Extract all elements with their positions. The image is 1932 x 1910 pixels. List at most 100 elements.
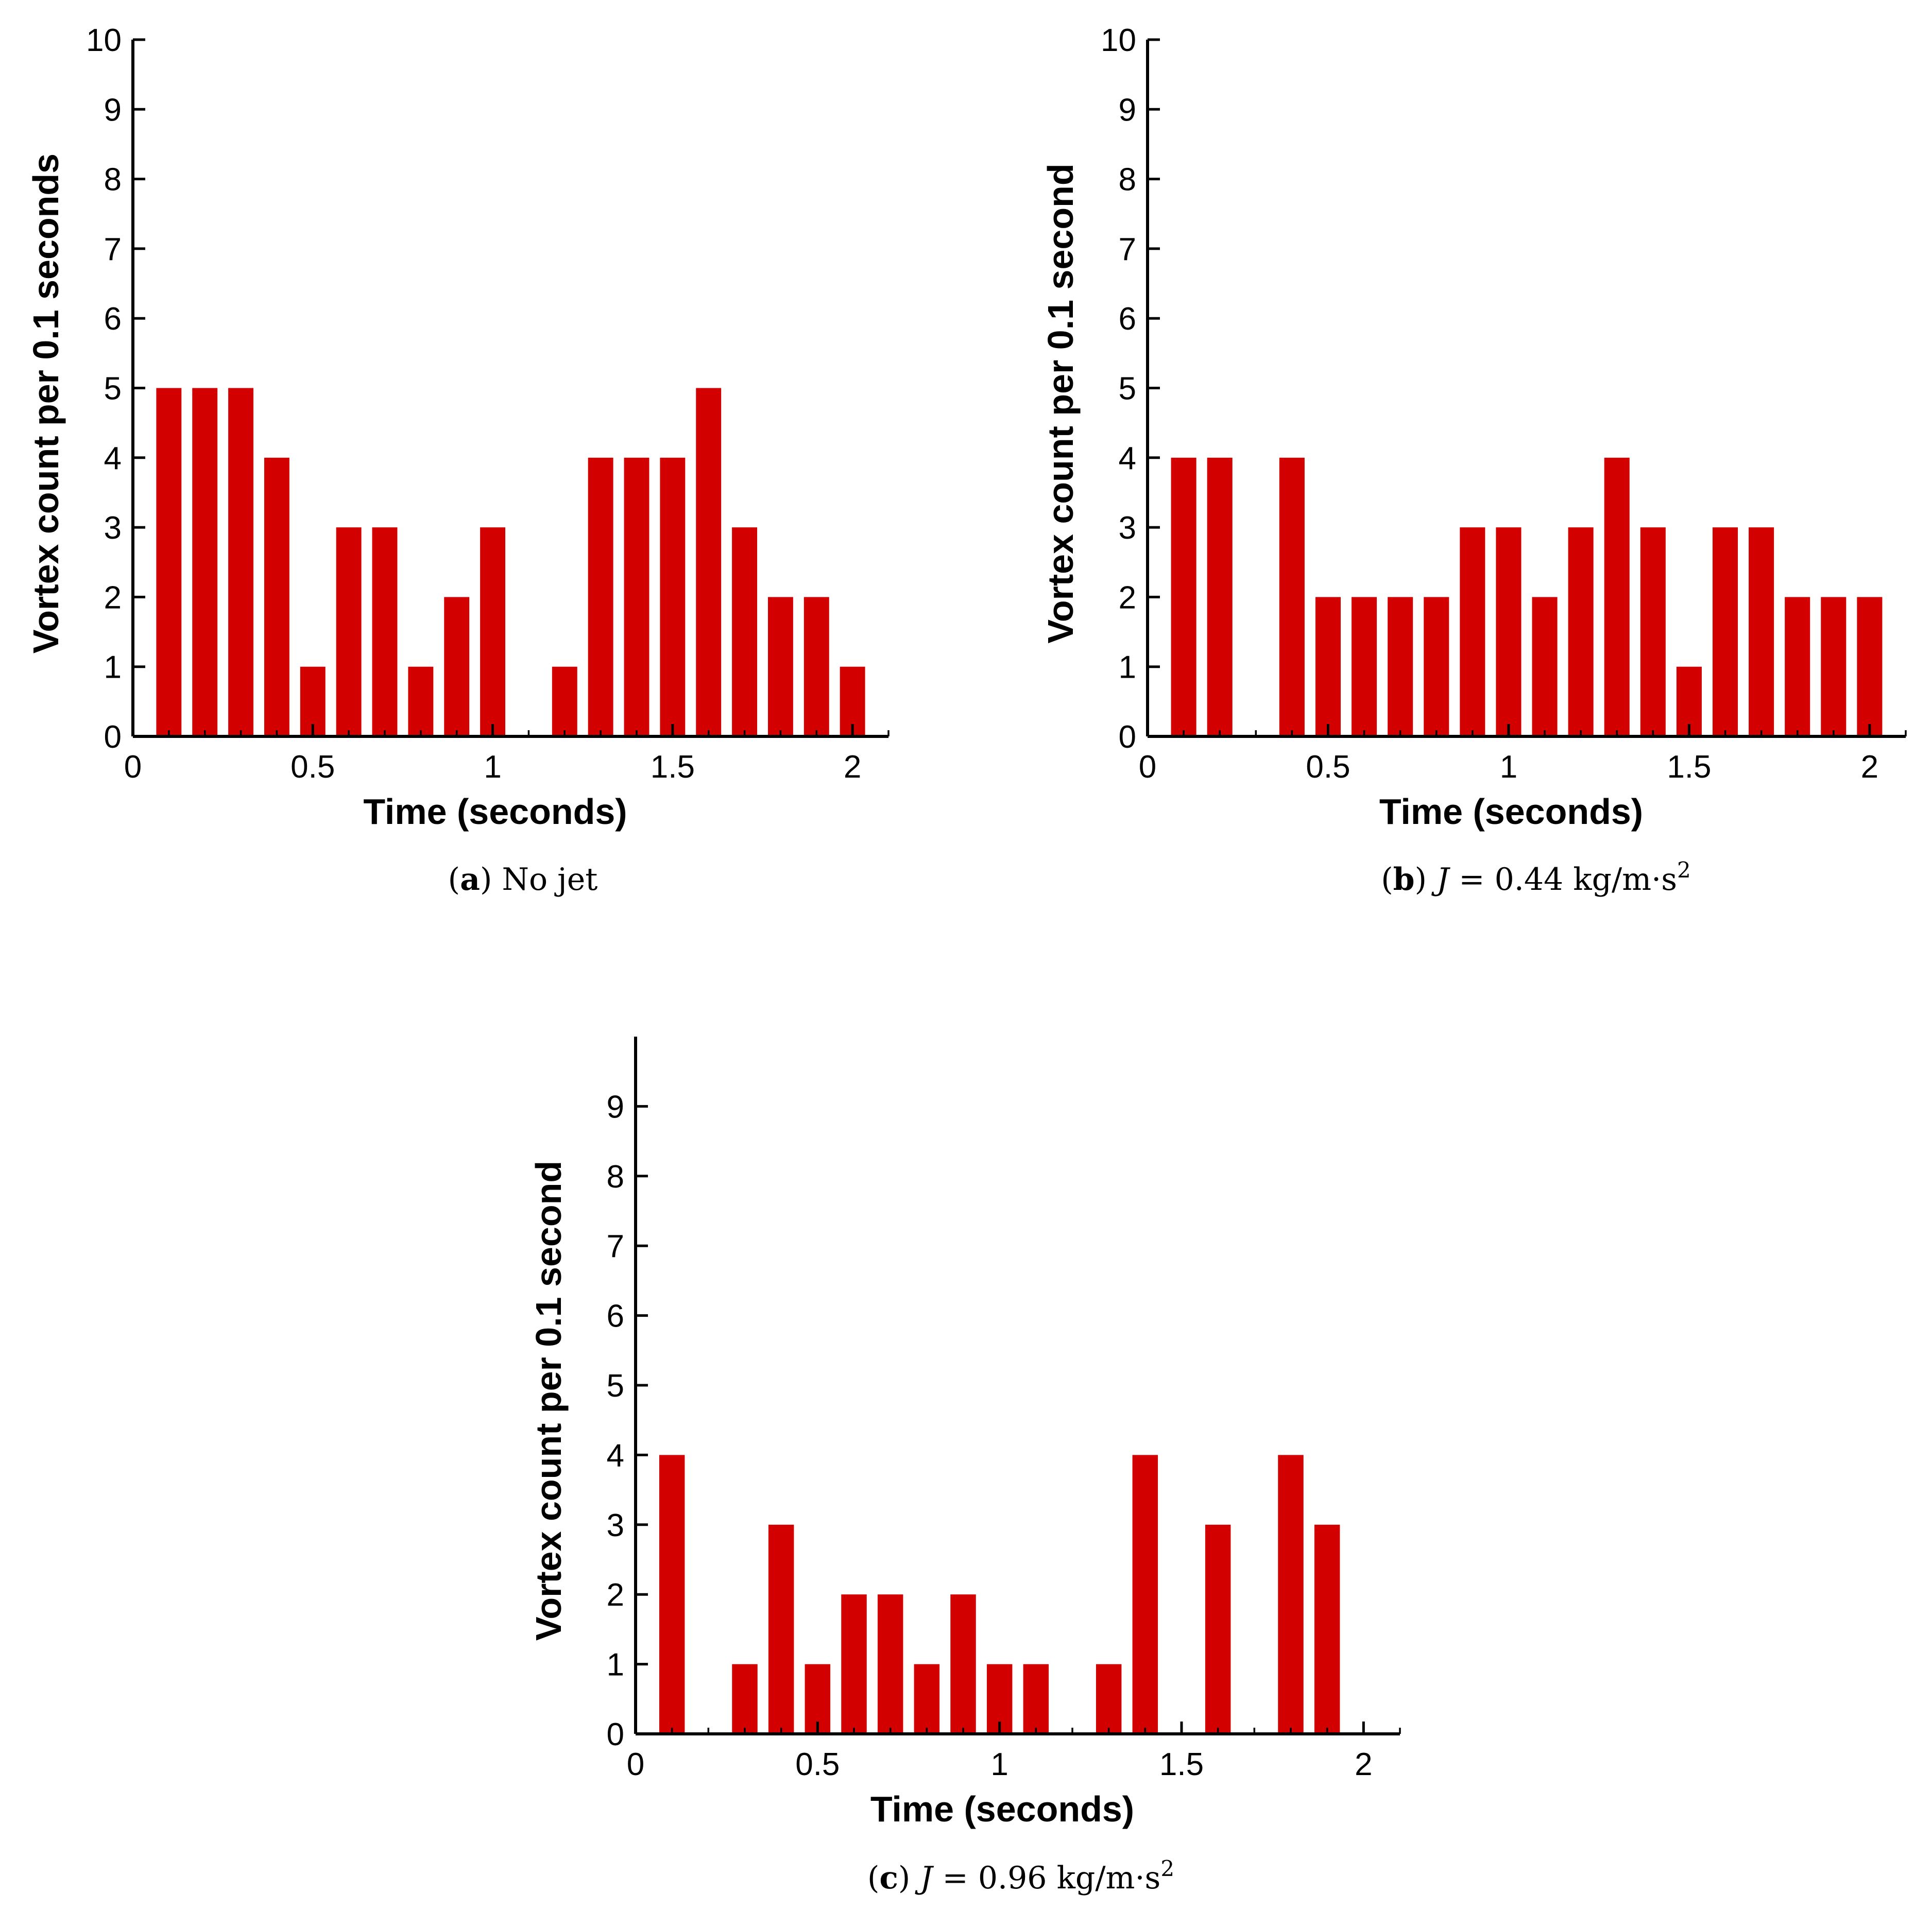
y-tick-label: 0 <box>1119 719 1136 755</box>
chart-panel-b: 0 0.5 1 1.5 2 0 1 2 3 4 5 6 7 8 9 10 Time (seconds) Vorte… <box>1040 23 1907 898</box>
y-tick-label: 9 <box>104 92 122 128</box>
y-tick-label: 2 <box>104 580 122 615</box>
y-tick-label: 0 <box>607 1717 624 1752</box>
y-tick-label: 6 <box>607 1299 624 1334</box>
bar <box>264 457 289 736</box>
x-tick-label: 1 <box>484 749 501 785</box>
x-tick-label: 0 <box>124 749 142 785</box>
y-tick-label: 1 <box>1119 650 1136 685</box>
bar <box>1314 1524 1340 1734</box>
caption-panel-label: c <box>879 1860 898 1896</box>
caption-unit: kg/m·s <box>1057 1860 1161 1896</box>
bar <box>732 527 758 736</box>
caption-text: No jet <box>502 862 597 898</box>
y-axis-title: Vortex count per 0.1 second <box>1040 163 1081 643</box>
y-axis-title: Vortex count per 0.1 seconds <box>26 153 66 653</box>
y-tick-label: 7 <box>607 1229 624 1264</box>
x-axis-title: Time (seconds) <box>870 1789 1134 1829</box>
bar <box>1568 527 1594 736</box>
panel-caption: (a) No jet <box>448 862 598 898</box>
bar <box>1640 527 1666 736</box>
bar <box>696 388 722 736</box>
bar <box>1712 527 1738 736</box>
bar <box>1205 1524 1231 1734</box>
y-tick-label: 7 <box>1119 232 1136 267</box>
x-tick-label: 0.5 <box>290 749 335 785</box>
caption-panel-label: b <box>1393 862 1415 898</box>
caption-paren: ) <box>1415 862 1437 898</box>
bar <box>841 1594 867 1734</box>
bar <box>372 527 398 736</box>
x-tick-label: 1.5 <box>1667 749 1711 785</box>
bar <box>803 597 829 736</box>
bar <box>768 1524 794 1734</box>
bar <box>1171 457 1196 736</box>
x-tick-label: 2 <box>844 749 861 785</box>
y-tick-label: 10 <box>86 23 122 58</box>
y-tick-label: 4 <box>607 1438 624 1473</box>
bar <box>552 666 577 736</box>
bar <box>1023 1664 1049 1734</box>
bar <box>950 1594 976 1734</box>
bar <box>1496 527 1521 736</box>
x-tick-label: 1.5 <box>1159 1747 1204 1782</box>
bar <box>624 457 649 736</box>
y-tick-label: 5 <box>104 371 122 407</box>
caption-superscript: 2 <box>1160 1856 1174 1881</box>
y-tick-label: 8 <box>104 162 122 198</box>
bar <box>1857 597 1883 736</box>
x-tick-label: 1 <box>990 1747 1008 1782</box>
x-axis-title: Time (seconds) <box>363 791 627 832</box>
caption-paren: ( <box>448 862 460 898</box>
y-tick-label: 1 <box>607 1647 624 1683</box>
bar <box>336 527 362 736</box>
y-axis-title: Vortex count per 0.1 second <box>528 1161 569 1641</box>
bar <box>1388 597 1413 736</box>
y-tick-label: 2 <box>1119 580 1136 615</box>
x-tick-label: 0 <box>1139 749 1156 785</box>
bar <box>1604 457 1630 736</box>
y-tick-label: 10 <box>1101 23 1136 58</box>
y-tick-label: 3 <box>1119 510 1136 546</box>
bar <box>1096 1664 1122 1734</box>
bar <box>1460 527 1485 736</box>
bar <box>1749 527 1774 736</box>
chart-panel-c: 0 0.5 1 1.5 2 0 1 2 3 4 5 6 7 8 9 Time (seconds) Vortex … <box>528 1037 1401 1897</box>
bar <box>1532 597 1558 736</box>
bar <box>660 457 686 736</box>
y-tick-label: 5 <box>1119 371 1136 407</box>
bar <box>1279 457 1305 736</box>
bar <box>588 457 613 736</box>
bar <box>1785 597 1810 736</box>
y-tick-label: 4 <box>104 441 122 476</box>
bar <box>767 597 793 736</box>
bar <box>659 1455 685 1734</box>
y-tick-label: 1 <box>104 650 122 685</box>
x-tick-label: 0.5 <box>795 1747 840 1782</box>
bar <box>914 1664 940 1734</box>
panel-caption: (c) J = 0.96 kg/m·s2 <box>867 1856 1174 1897</box>
caption-value: = 0.44 <box>1449 862 1573 898</box>
x-tick-label: 0 <box>627 1747 644 1782</box>
caption-unit: kg/m·s <box>1573 862 1677 898</box>
bar <box>1207 457 1233 736</box>
bar <box>1821 597 1846 736</box>
y-tick-label: 5 <box>607 1368 624 1404</box>
y-tick-label: 4 <box>1119 441 1136 476</box>
y-tick-label: 7 <box>104 232 122 267</box>
y-tick-label: 8 <box>1119 162 1136 198</box>
caption-paren: ( <box>867 1860 879 1896</box>
bar <box>732 1664 758 1734</box>
y-tick-label: 8 <box>607 1159 624 1195</box>
bar <box>1424 597 1449 736</box>
bar <box>1315 597 1341 736</box>
x-tick-label: 1.5 <box>651 749 695 785</box>
bar <box>228 388 254 736</box>
y-tick-label: 6 <box>1119 301 1136 337</box>
y-tick-label: 6 <box>104 301 122 337</box>
caption-superscript: 2 <box>1677 857 1691 883</box>
x-tick-label: 2 <box>1355 1747 1372 1782</box>
caption-paren: ) <box>898 1860 920 1896</box>
y-tick-label: 3 <box>607 1508 624 1543</box>
